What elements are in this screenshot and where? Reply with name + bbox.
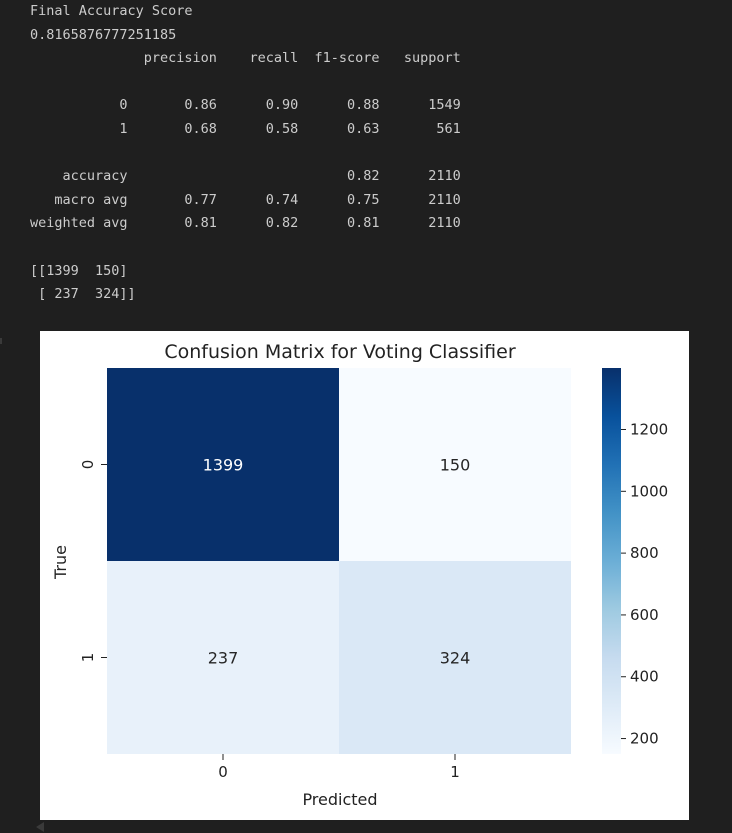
- cell-annotation: 1399: [203, 456, 244, 475]
- console-line: macro avg 0.77 0.74 0.75 2110: [30, 191, 461, 208]
- cell-annotation: 237: [208, 649, 239, 668]
- console-line: 1 0.68 0.58 0.63 561: [30, 120, 461, 137]
- heatmap-cell: [107, 561, 339, 754]
- console-line: 0.8165876777251185: [30, 26, 177, 43]
- console-line: accuracy 0.82 2110: [30, 168, 461, 185]
- x-axis-label: Predicted: [302, 790, 377, 809]
- heatmap-cell: [107, 368, 339, 561]
- console-line: Final Accuracy Score: [30, 3, 193, 19]
- colorbar-tick-label: 600: [630, 606, 659, 624]
- y-tick-label: 1: [79, 653, 97, 663]
- console-line: [30, 142, 461, 166]
- x-tick-label: 1: [450, 763, 460, 781]
- colorbar: [602, 368, 621, 754]
- console-line: [ 237 324]]: [30, 286, 136, 303]
- console-line: [30, 236, 461, 260]
- console-output: Final Accuracy Score 0.8165876777251185 p…: [30, 0, 461, 307]
- console-line: [[1399 150]: [30, 262, 128, 279]
- console-line: [30, 71, 461, 95]
- y-axis-label: True: [51, 545, 70, 580]
- console-line: 0 0.86 0.90 0.88 1549: [30, 97, 461, 114]
- cell-annotation: 150: [440, 456, 471, 475]
- cell-gutter-marker: [0, 338, 2, 344]
- cell-annotation: 324: [440, 649, 471, 668]
- heatmap-cell: [339, 368, 571, 561]
- chart-title: Confusion Matrix for Voting Classifier: [164, 341, 516, 363]
- console-line: precision recall f1-score support: [30, 50, 461, 67]
- colorbar-tick-label: 200: [630, 730, 659, 748]
- colorbar-tick-label: 400: [630, 668, 659, 686]
- scroll-caret-icon: [36, 822, 44, 832]
- colorbar-tick-label: 1000: [630, 482, 668, 500]
- console-line: weighted avg 0.81 0.82 0.81 2110: [30, 215, 461, 232]
- y-tick-label: 0: [79, 460, 97, 470]
- colorbar-tick-label: 800: [630, 544, 659, 562]
- heatmap-cell: [339, 561, 571, 754]
- x-tick-label: 0: [218, 763, 228, 781]
- colorbar-tick-label: 1200: [630, 421, 668, 439]
